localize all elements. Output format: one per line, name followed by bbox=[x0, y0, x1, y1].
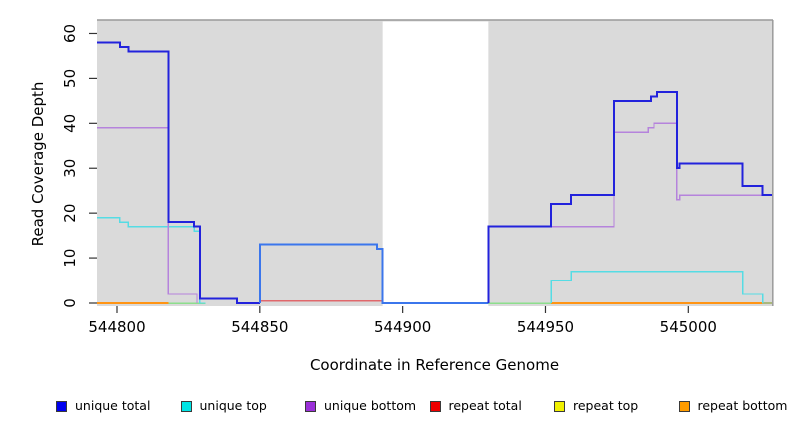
legend-label: unique bottom bbox=[324, 398, 417, 413]
y-tick-label: 10 bbox=[61, 249, 79, 268]
legend-swatch-icon bbox=[180, 400, 192, 412]
legend-swatch-icon bbox=[56, 400, 67, 412]
legend-swatch-icon bbox=[678, 400, 690, 412]
x-tick-label: 544850 bbox=[231, 318, 288, 336]
x-tick-label: 544900 bbox=[374, 318, 431, 336]
x-tick-label: 544800 bbox=[88, 318, 145, 336]
y-tick-label: 40 bbox=[61, 114, 79, 133]
legend-item-repeat-bottom: repeat bottom bbox=[678, 398, 788, 414]
x-tick-label: 545000 bbox=[660, 318, 717, 336]
y-axis-title: Read Coverage Depth bbox=[29, 81, 47, 247]
legend-label: repeat top bbox=[573, 398, 639, 413]
x-axis-title: Coordinate in Reference Genome bbox=[309, 356, 560, 374]
legend: unique total unique top unique bottom repea… bbox=[0, 398, 792, 420]
legend-label: unique top bbox=[199, 398, 267, 413]
y-tick-label: 60 bbox=[61, 24, 79, 43]
legend-item-unique-top: unique top bbox=[180, 398, 267, 414]
series-unique-total-mid- bbox=[258, 243, 489, 304]
legend-item-repeat-total: repeat total bbox=[429, 398, 522, 414]
y-tick-label: 30 bbox=[61, 159, 79, 178]
legend-item-unique-bottom: unique bottom bbox=[305, 398, 416, 414]
legend-label: repeat bottom bbox=[697, 398, 788, 413]
legend-swatch-icon bbox=[429, 400, 441, 412]
series-unique-bottom bbox=[97, 127, 198, 303]
legend-label: repeat total bbox=[448, 398, 522, 413]
y-tick-label: 0 bbox=[61, 298, 79, 308]
legend-item-repeat-top: repeat top bbox=[554, 398, 638, 414]
series-unique-total-right- bbox=[487, 90, 772, 303]
x-tick-label: 544950 bbox=[517, 318, 574, 336]
series-unique-total-left- bbox=[97, 41, 260, 304]
y-tick-label: 20 bbox=[61, 204, 79, 223]
legend-swatch-icon bbox=[305, 400, 316, 412]
y-tick-label: 50 bbox=[61, 69, 79, 88]
no-data-band bbox=[382, 21, 489, 306]
legend-swatch-icon bbox=[554, 400, 565, 412]
series-unique-top bbox=[550, 270, 772, 304]
legend-label: unique total bbox=[75, 398, 151, 413]
legend-item-unique-total: unique total bbox=[56, 398, 150, 414]
